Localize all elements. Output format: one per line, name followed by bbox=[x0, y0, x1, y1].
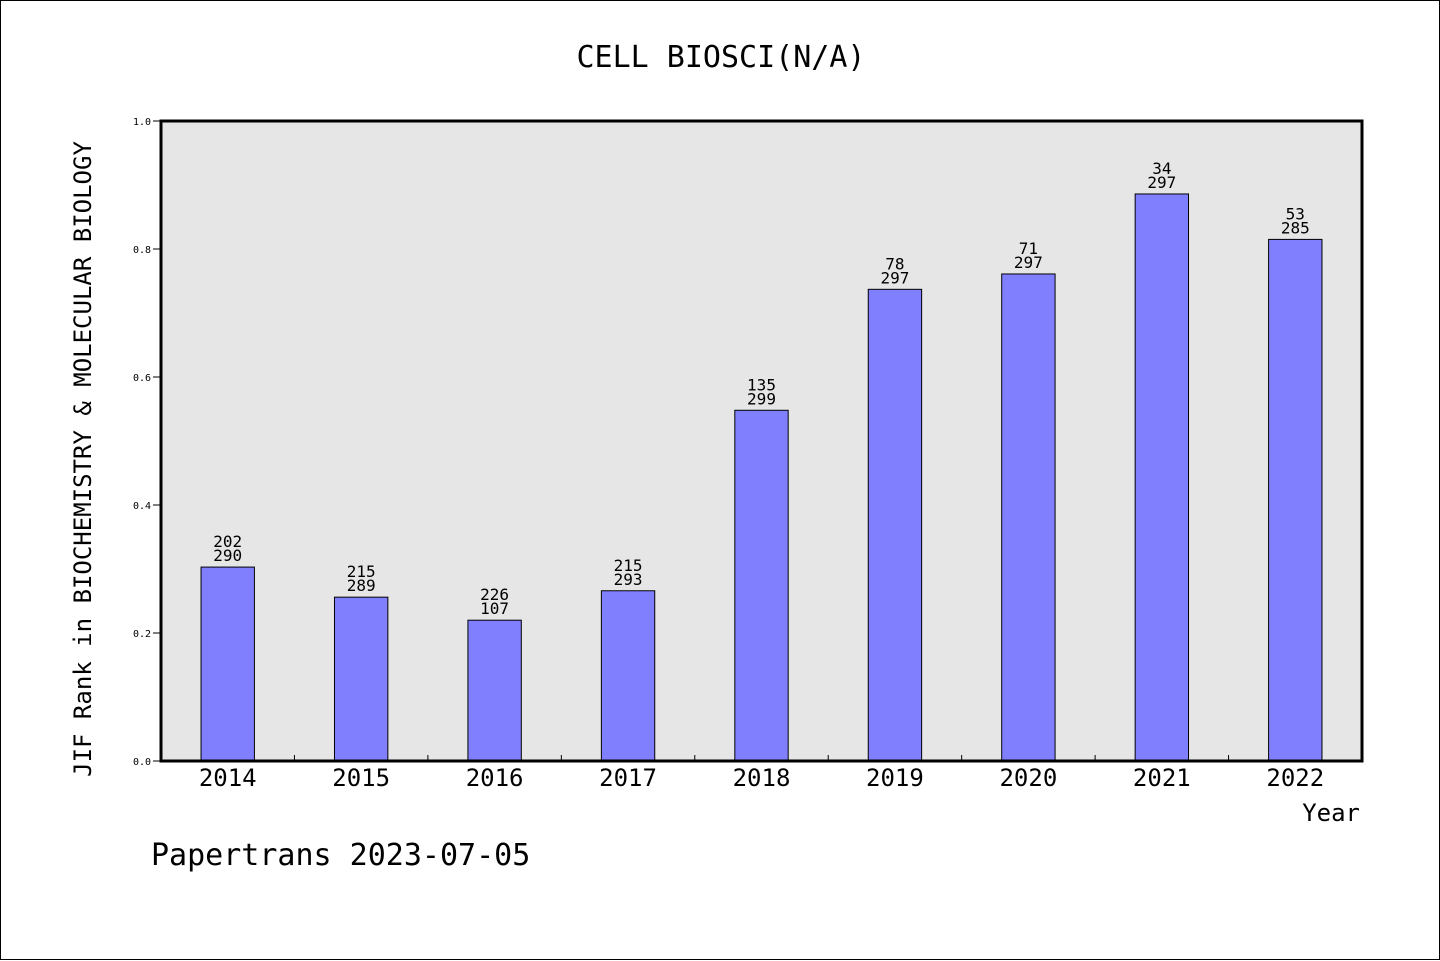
bar-label-total: 297 bbox=[880, 268, 909, 287]
bar-label-rank: 215 bbox=[347, 562, 376, 581]
bar-series bbox=[200, 193, 1323, 762]
bar-label-total: 289 bbox=[347, 576, 376, 595]
y-tick-label: 0.4 bbox=[133, 501, 151, 512]
x-tick-label: 2020 bbox=[999, 764, 1057, 792]
chart-title: CELL BIOSCI(N/A) bbox=[577, 40, 866, 75]
bar-label-total: 293 bbox=[614, 570, 643, 589]
x-axis-label: Year bbox=[1302, 799, 1360, 827]
bar-label-rank: 71 bbox=[1019, 239, 1038, 258]
bar-label-total: 299 bbox=[747, 389, 776, 408]
y-tick-label: 0.8 bbox=[133, 245, 151, 256]
x-tick-label: 2017 bbox=[599, 764, 657, 792]
x-tick-label: 2022 bbox=[1266, 764, 1324, 792]
bar bbox=[734, 409, 789, 762]
bar bbox=[333, 596, 389, 762]
footer-credit: Papertrans 2023-07-05 bbox=[151, 838, 530, 873]
bar-label-rank: 78 bbox=[885, 254, 904, 273]
bar-label-total: 285 bbox=[1281, 218, 1310, 237]
bar-label-rank: 202 bbox=[213, 532, 242, 551]
y-tick-label: 0.2 bbox=[133, 629, 151, 640]
y-tick-label: 0.0 bbox=[133, 757, 151, 768]
bar bbox=[1001, 273, 1056, 762]
y-axis: 0.0 0.2 0.4 0.6 0.8 1.0 bbox=[133, 117, 161, 768]
x-axis: 2014 2015 2016 2017 2018 2019 2020 2021 2022 bbox=[199, 755, 1324, 792]
x-tick-label: 2018 bbox=[733, 764, 791, 792]
bar-label-rank: 53 bbox=[1286, 204, 1305, 223]
bar bbox=[1268, 238, 1323, 762]
y-tick-label: 1.0 bbox=[133, 117, 151, 128]
bar-label-rank: 226 bbox=[480, 585, 509, 604]
bar bbox=[1134, 193, 1190, 762]
x-tick-label: 2021 bbox=[1133, 764, 1191, 792]
y-axis-label: JIF Rank in BIOCHEMISTRY & MOLECULAR BIO… bbox=[69, 141, 97, 777]
bar bbox=[467, 619, 522, 762]
bar bbox=[867, 288, 923, 762]
bar bbox=[200, 566, 255, 762]
bar-label-total: 297 bbox=[1014, 253, 1043, 272]
x-tick-label: 2016 bbox=[466, 764, 524, 792]
bar-label-total: 297 bbox=[1147, 173, 1176, 192]
bar-label-rank: 34 bbox=[1152, 159, 1171, 178]
y-tick-label: 0.6 bbox=[133, 373, 151, 384]
bar-label-rank: 215 bbox=[614, 556, 643, 575]
bar-label-rank: 135 bbox=[747, 375, 776, 394]
bar-label-total: 290 bbox=[213, 546, 242, 565]
x-tick-label: 2014 bbox=[199, 764, 257, 792]
bar-label-total: 107 bbox=[480, 599, 509, 618]
plot-border bbox=[159, 119, 1364, 763]
x-tick-label: 2019 bbox=[866, 764, 924, 792]
x-tick-label: 2015 bbox=[332, 764, 390, 792]
bar bbox=[600, 590, 656, 762]
